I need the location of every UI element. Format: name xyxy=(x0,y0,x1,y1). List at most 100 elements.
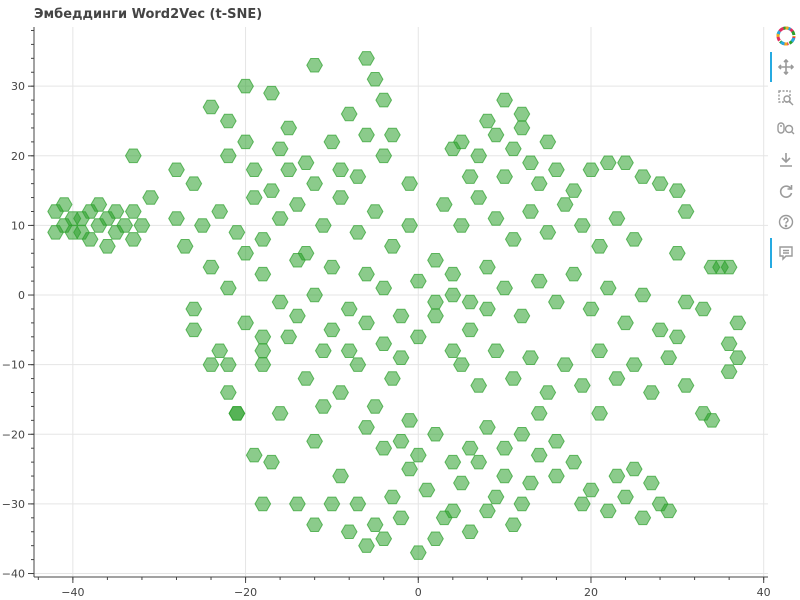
data-point xyxy=(625,232,643,247)
data-point xyxy=(522,350,539,365)
data-point xyxy=(332,162,349,177)
data-point xyxy=(323,322,341,338)
save-icon[interactable] xyxy=(774,148,798,172)
data-point xyxy=(263,183,280,198)
data-point xyxy=(366,517,384,532)
data-point xyxy=(90,197,108,212)
data-point xyxy=(599,503,617,519)
axes: −40 −20 0 20 40 30 20 10 0 −10 −20 −30 −40 xyxy=(2,27,771,599)
data-point xyxy=(479,259,496,275)
data-point xyxy=(479,113,496,129)
data-point xyxy=(677,378,695,393)
data-point xyxy=(349,225,367,240)
data-point xyxy=(530,447,548,463)
data-point xyxy=(651,322,669,338)
wheel-zoom-icon[interactable] xyxy=(774,117,798,141)
data-point xyxy=(539,225,557,240)
data-point xyxy=(522,204,539,219)
data-point xyxy=(530,406,548,421)
pan-icon[interactable] xyxy=(770,52,798,82)
data-point xyxy=(280,329,298,345)
data-point xyxy=(237,78,254,94)
data-point xyxy=(617,315,634,331)
data-point xyxy=(625,461,643,477)
data-point xyxy=(392,510,410,526)
data-point xyxy=(142,190,159,205)
data-point xyxy=(349,169,367,184)
data-point xyxy=(185,301,203,317)
data-point xyxy=(245,447,263,463)
data-point xyxy=(582,162,600,177)
data-point xyxy=(548,434,565,449)
data-point xyxy=(720,336,738,351)
data-point xyxy=(219,148,237,164)
data-point xyxy=(461,294,479,310)
data-point xyxy=(487,211,505,226)
y-tick-label: 30 xyxy=(11,80,25,93)
data-point xyxy=(306,434,323,449)
y-tick-label: −20 xyxy=(2,428,25,441)
data-point xyxy=(358,420,375,435)
data-point xyxy=(375,531,393,546)
data-point xyxy=(677,294,695,310)
data-point xyxy=(548,468,565,484)
data-point xyxy=(323,496,341,512)
data-point xyxy=(694,301,712,317)
data-point xyxy=(384,371,401,386)
data-point xyxy=(565,266,583,282)
data-point xyxy=(522,155,539,170)
data-point xyxy=(496,440,513,456)
data-point xyxy=(349,496,367,512)
data-point xyxy=(124,148,142,164)
data-point xyxy=(643,385,660,400)
data-point xyxy=(703,413,721,428)
data-point xyxy=(660,350,678,365)
data-point xyxy=(401,218,418,233)
data-point xyxy=(409,545,427,560)
data-point xyxy=(435,197,453,212)
data-point xyxy=(254,232,272,247)
data-point xyxy=(297,155,315,170)
data-point xyxy=(504,517,522,532)
data-point xyxy=(729,350,747,365)
data-point xyxy=(366,204,384,219)
data-point xyxy=(582,482,600,498)
data-point xyxy=(314,399,332,414)
data-point xyxy=(55,197,73,212)
chart-title: Эмбеддинги Word2Vec (t-SNE) xyxy=(34,7,263,22)
bokeh-logo-icon[interactable] xyxy=(774,24,798,48)
data-point xyxy=(548,162,565,177)
data-point xyxy=(81,232,99,247)
data-point xyxy=(496,468,513,484)
data-point xyxy=(375,440,393,456)
hover-icon[interactable] xyxy=(770,238,798,268)
data-point xyxy=(401,413,418,428)
data-point xyxy=(513,496,531,512)
data-point xyxy=(409,447,427,463)
data-point xyxy=(366,72,384,87)
data-point xyxy=(64,225,82,240)
data-point xyxy=(444,141,462,157)
data-point xyxy=(634,287,652,303)
data-point xyxy=(539,385,557,400)
data-point xyxy=(202,99,220,115)
help-icon[interactable] xyxy=(774,210,798,234)
reset-icon[interactable] xyxy=(774,179,798,203)
data-point xyxy=(599,155,617,170)
data-point xyxy=(565,183,583,198)
data-point xyxy=(289,197,306,212)
data-point xyxy=(461,440,479,456)
data-point xyxy=(496,280,513,296)
x-tick-label: 40 xyxy=(757,586,771,599)
data-point xyxy=(271,406,289,421)
data-point xyxy=(487,127,505,143)
data-point xyxy=(427,531,444,546)
box-zoom-icon[interactable] xyxy=(774,86,798,110)
data-point xyxy=(513,106,531,122)
y-tick-label: 10 xyxy=(11,219,25,232)
x-tick-label: 0 xyxy=(415,586,422,599)
data-point xyxy=(668,183,686,198)
y-tick-label: −30 xyxy=(2,498,25,511)
data-point xyxy=(219,385,237,400)
